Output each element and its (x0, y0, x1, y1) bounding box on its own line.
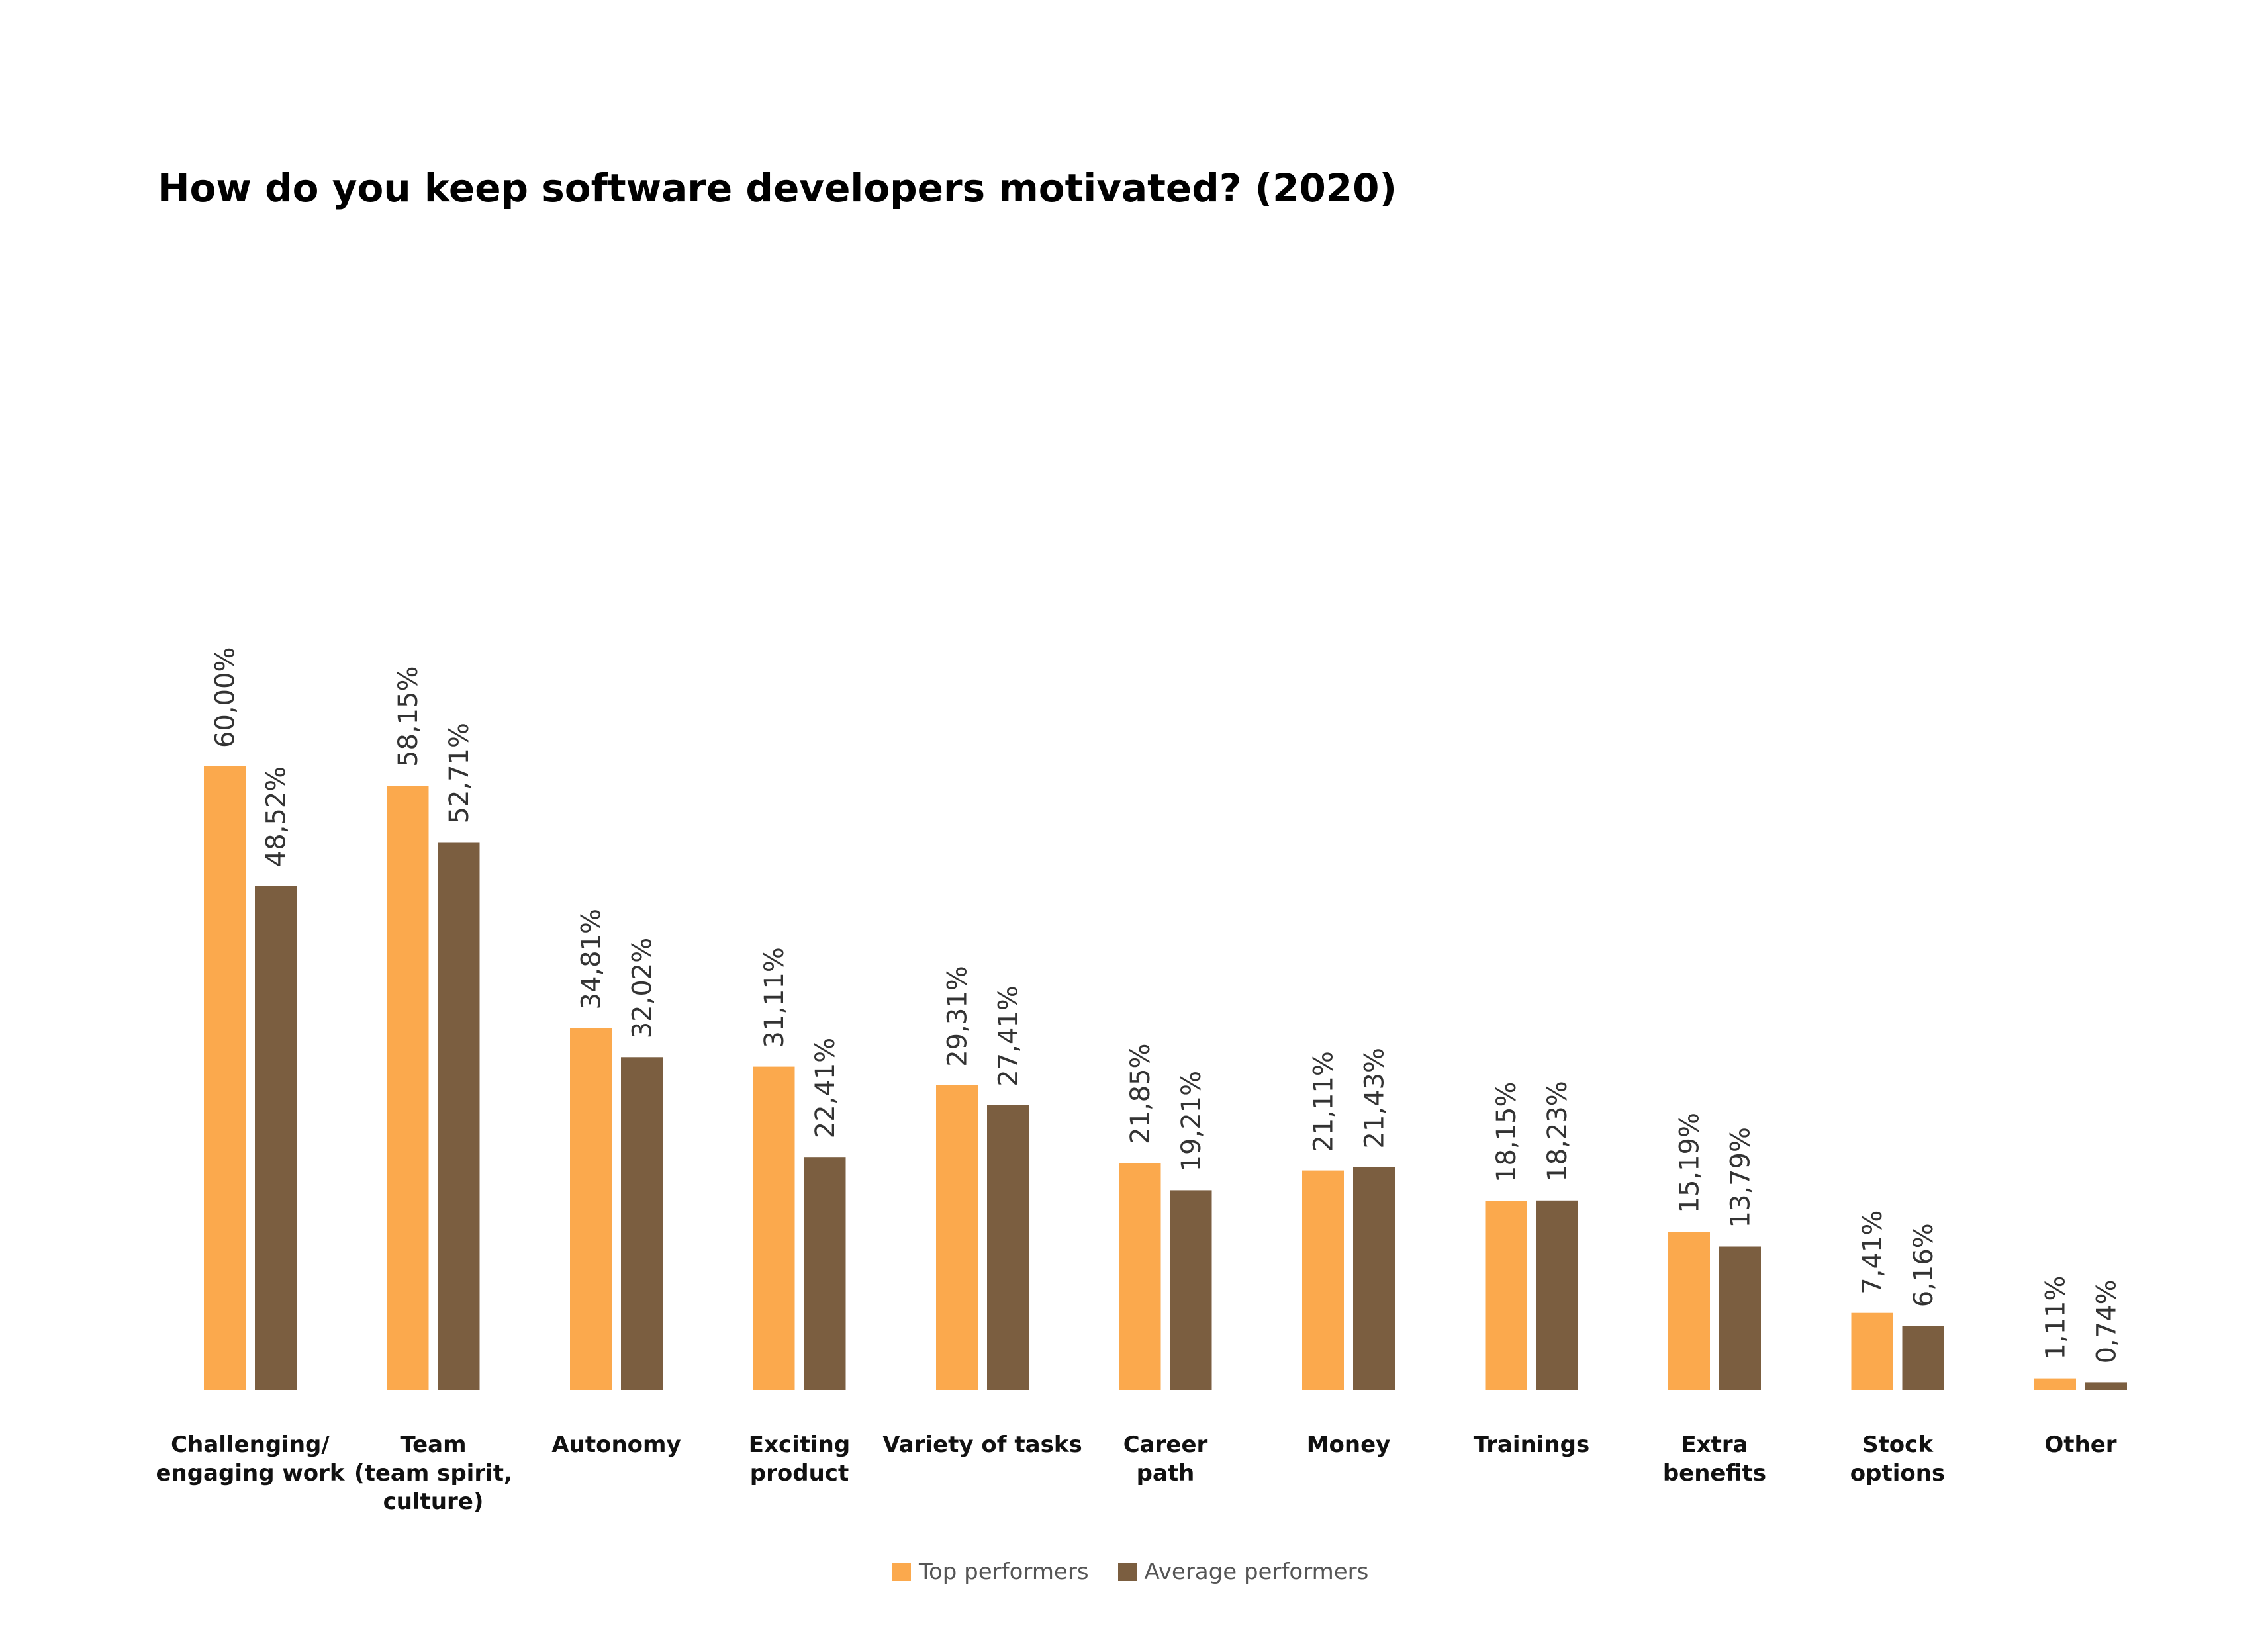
category-label-7: Trainings (1474, 1432, 1589, 1458)
category-label-0-line-1: engaging work (156, 1460, 345, 1486)
category-label-0: Challenging/engaging work (156, 1432, 345, 1486)
category-label-3-line-0: Exciting (749, 1432, 850, 1458)
value-label-average-5: 19,21% (1176, 1071, 1207, 1172)
legend-label-top-performers: Top performers (919, 1559, 1089, 1585)
value-label-top-4: 29,31% (943, 966, 973, 1067)
category-label-5-line-0: Career (1123, 1432, 1208, 1458)
bar-average-2 (621, 1057, 663, 1390)
category-label-2: Autonomy (551, 1432, 681, 1458)
bar-average-1 (438, 842, 480, 1390)
bar-average-10 (2085, 1382, 2127, 1390)
value-labels-group: 60,00% 48,52% 58,15% 52,71% 34,81% 32,02% 31,1… (211, 647, 2122, 1363)
value-label-top-1: 58,15% (393, 666, 424, 767)
category-label-7-line-0: Trainings (1474, 1432, 1589, 1458)
category-label-8-line-0: Extra (1681, 1432, 1748, 1458)
bar-top-9 (1851, 1312, 1893, 1390)
bar-average-9 (1902, 1326, 1944, 1390)
value-label-average-9: 6,16% (1909, 1223, 1939, 1307)
category-label-10-line-0: Other (2044, 1432, 2116, 1458)
category-label-4-line-0: Variety of tasks (882, 1432, 1082, 1458)
category-label-6-line-0: Money (1307, 1432, 1391, 1458)
bar-average-3 (804, 1157, 846, 1390)
value-label-average-0: 48,52% (261, 766, 292, 868)
category-label-9-line-0: Stock (1862, 1432, 1934, 1458)
bar-top-8 (1668, 1232, 1710, 1390)
category-label-10: Other (2044, 1432, 2116, 1458)
value-label-top-10: 1,11% (2041, 1276, 2071, 1360)
value-label-average-6: 21,43% (1360, 1048, 1390, 1149)
legend-swatch-top-performers (892, 1563, 911, 1581)
bar-top-10 (2034, 1378, 2076, 1390)
category-label-1-line-1: (team spirit, (354, 1460, 512, 1486)
bar-top-4 (936, 1085, 978, 1390)
value-label-top-2: 34,81% (577, 909, 607, 1010)
category-label-6: Money (1307, 1432, 1391, 1458)
legend-swatch-average-performers (1117, 1563, 1137, 1581)
value-label-average-10: 0,74% (2092, 1279, 2122, 1363)
category-label-8-line-1: benefits (1663, 1460, 1766, 1486)
value-label-top-6: 21,11% (1309, 1051, 1339, 1152)
bar-top-5 (1119, 1163, 1161, 1390)
category-label-5-line-1: path (1137, 1460, 1195, 1486)
category-label-3: Exciting product (749, 1432, 850, 1486)
value-label-average-1: 52,71% (444, 723, 475, 824)
bar-average-5 (1170, 1190, 1212, 1390)
value-label-average-7: 18,23% (1542, 1081, 1573, 1182)
legend-item-top-performers: Top performers (892, 1559, 1089, 1585)
category-label-1-line-0: Team (400, 1432, 466, 1458)
category-label-4: Variety of tasks (882, 1432, 1082, 1458)
value-label-top-9: 7,41% (1858, 1210, 1888, 1295)
value-label-top-0: 60,00% (211, 647, 241, 748)
category-label-0-line-0: Challenging/ (171, 1432, 330, 1458)
category-label-1-line-2: culture) (383, 1488, 484, 1515)
value-label-top-8: 15,19% (1675, 1113, 1705, 1214)
value-label-top-5: 21,85% (1125, 1043, 1156, 1144)
bar-top-1 (387, 786, 429, 1390)
legend-item-average-performers: Average performers (1117, 1559, 1369, 1585)
chart-title: How do you keep software developers moti… (158, 165, 1397, 210)
bar-top-7 (1485, 1201, 1527, 1390)
bar-average-4 (987, 1105, 1029, 1390)
legend: Top performers Average performers (892, 1559, 1397, 1585)
bar-top-0 (204, 766, 246, 1390)
bar-top-2 (570, 1028, 612, 1390)
bar-average-6 (1353, 1167, 1395, 1390)
bars-group (204, 766, 2127, 1390)
bar-average-8 (1719, 1246, 1761, 1390)
category-label-9: Stock options (1850, 1432, 1945, 1486)
bar-top-6 (1302, 1170, 1344, 1390)
category-label-8: Extra benefits (1663, 1432, 1766, 1486)
value-label-top-3: 31,11% (759, 947, 790, 1048)
bar-average-7 (1536, 1200, 1578, 1390)
category-label-9-line-1: options (1850, 1460, 1945, 1486)
category-label-1: Team (team spirit, culture) (354, 1432, 512, 1515)
bar-average-0 (255, 886, 297, 1390)
value-label-average-4: 27,41% (994, 985, 1024, 1087)
bar-top-3 (753, 1066, 795, 1390)
value-label-top-7: 18,15% (1491, 1081, 1522, 1183)
category-label-5: Career path (1123, 1432, 1208, 1486)
value-label-average-3: 22,41% (810, 1038, 841, 1139)
value-label-average-8: 13,79% (1726, 1127, 1756, 1228)
category-label-2-line-0: Autonomy (551, 1432, 681, 1458)
value-label-average-2: 32,02% (628, 938, 658, 1039)
legend-label-average-performers: Average performers (1144, 1559, 1369, 1585)
category-label-3-line-1: product (750, 1460, 849, 1486)
